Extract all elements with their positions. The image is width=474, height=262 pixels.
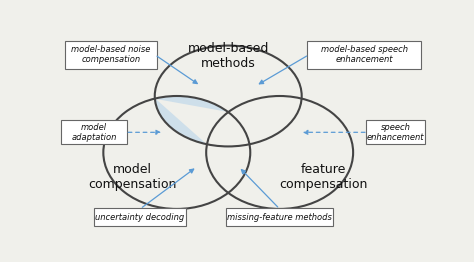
Text: model-based speech
enhancement: model-based speech enhancement [320, 45, 408, 64]
FancyBboxPatch shape [307, 41, 421, 69]
Polygon shape [155, 96, 228, 144]
Text: missing-feature methods: missing-feature methods [227, 212, 332, 222]
FancyBboxPatch shape [65, 41, 156, 69]
Text: model
compensation: model compensation [89, 163, 177, 191]
Text: speech
enhancement: speech enhancement [366, 123, 424, 142]
FancyBboxPatch shape [94, 208, 186, 226]
Text: uncertainty decoding: uncertainty decoding [95, 212, 185, 222]
FancyBboxPatch shape [366, 120, 425, 144]
Text: model-based noise
compensation: model-based noise compensation [71, 45, 150, 64]
FancyBboxPatch shape [227, 208, 333, 226]
Text: model
adaptation: model adaptation [72, 123, 117, 142]
FancyBboxPatch shape [61, 120, 127, 144]
Text: feature
compensation: feature compensation [280, 163, 368, 191]
Text: model-based
methods: model-based methods [188, 42, 269, 70]
